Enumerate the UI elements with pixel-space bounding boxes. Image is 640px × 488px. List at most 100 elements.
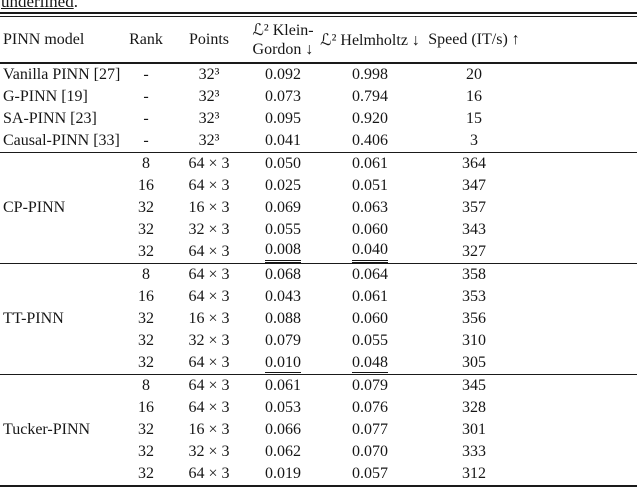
speed-cell: 3 [470, 132, 478, 149]
table-header: PINN model Rank Points ℒ² Klein- Gordon … [0, 17, 637, 64]
klein-gordon-cell: 0.019 [265, 465, 301, 482]
points-cell: 64 × 3 [188, 399, 230, 416]
table-top-rule [0, 12, 637, 17]
klein-gordon-header-line1: ℒ² Klein- [252, 21, 314, 39]
table-row: 16 64 × 3 0.043 0.061 353 [0, 286, 637, 308]
speed-cell: 15 [466, 110, 482, 127]
helmholtz-cell: 0.051 [352, 177, 388, 194]
points-cell: 32 × 3 [188, 443, 230, 460]
group-tt-pinn: TT-PINN 8 64 × 3 0.068 0.064 358 16 64 ×… [0, 263, 637, 375]
klein-gordon-cell: 0.073 [265, 88, 301, 105]
table-row: 32 32 × 3 0.055 0.060 343 [0, 219, 637, 241]
helmholtz-cell: 0.060 [352, 221, 388, 238]
table-row: CP-PINN 8 64 × 3 0.050 0.061 364 [0, 153, 637, 216]
table-row: 32 32 × 3 0.079 0.055 310 [0, 330, 637, 352]
points-cell: 64 × 3 [188, 465, 230, 482]
klein-gordon-cell: 0.062 [265, 443, 301, 460]
helmholtz-cell: 0.070 [352, 443, 388, 460]
speed-cell: 345 [462, 377, 486, 394]
klein-gordon-cell: 0.008 [250, 241, 316, 264]
klein-gordon-cell: 0.055 [265, 221, 301, 238]
rank-cell: - [143, 110, 149, 127]
speed-cell: 16 [466, 88, 482, 105]
helmholtz-cell: 0.063 [352, 199, 388, 216]
helmholtz-cell: 0.040 [316, 241, 424, 264]
rank-cell: - [143, 132, 149, 149]
model-cell: Causal-PINN [33] [3, 132, 120, 149]
second-best-value-underline: 0.048 [352, 353, 388, 373]
caption-tail: underlined. [1, 0, 640, 10]
klein-gordon-cell: 0.053 [265, 399, 301, 416]
group-label-cp-pinn: CP-PINN [3, 199, 66, 216]
speed-cell: 328 [462, 399, 486, 416]
table-row: 32 16 × 3 0.088 0.060 356 [0, 308, 637, 330]
klein-gordon-cell: 0.066 [265, 421, 301, 438]
table-row: Causal-PINN [33] - 32³ 0.041 0.406 3 [0, 130, 637, 153]
table-row: 32 64 × 3 0.008 0.040 327 [0, 241, 637, 264]
speed-cell: 343 [462, 221, 486, 238]
points-cell: 64 × 3 [188, 266, 230, 283]
points-cell: 16 × 3 [188, 421, 230, 438]
col-header-klein-gordon: ℒ² Klein- Gordon ↓ [250, 17, 316, 64]
helmholtz-cell: 0.064 [352, 266, 388, 283]
points-cell: 32 × 3 [188, 221, 230, 238]
table-row: 16 64 × 3 0.025 0.051 347 [0, 175, 637, 197]
speed-cell: 357 [462, 199, 486, 216]
klein-gordon-cell: 0.025 [265, 177, 301, 194]
speed-cell: 301 [462, 421, 486, 438]
speed-cell: 364 [462, 155, 486, 172]
helmholtz-cell: 0.076 [352, 399, 388, 416]
table-row: 32 16 × 3 0.069 0.063 357 [0, 197, 637, 219]
points-cell: 16 × 3 [188, 310, 230, 327]
rank-cell: 8 [142, 266, 150, 283]
points-cell: 64 × 3 [188, 288, 230, 305]
klein-gordon-cell: 0.088 [265, 310, 301, 327]
table-row: TT-PINN 8 64 × 3 0.068 0.064 358 [0, 264, 637, 327]
helmholtz-cell: 0.079 [352, 377, 388, 394]
klein-gordon-cell: 0.092 [265, 66, 301, 83]
second-best-value-underline: 0.010 [265, 353, 301, 373]
rank-cell: 32 [138, 443, 154, 460]
klein-gordon-cell: 0.010 [250, 352, 316, 375]
group-tucker-pinn: Tucker-PINN 8 64 × 3 0.061 0.079 345 16 … [0, 374, 637, 486]
rank-cell: - [143, 88, 149, 105]
table-row: 32 64 × 3 0.010 0.048 305 [0, 352, 637, 375]
speed-cell: 347 [462, 177, 486, 194]
helmholtz-cell: 0.077 [352, 421, 388, 438]
table-row: 32 16 × 3 0.066 0.077 301 [0, 419, 637, 441]
points-cell: 64 × 3 [188, 354, 230, 371]
helmholtz-cell: 0.060 [352, 310, 388, 327]
points-cell: 64 × 3 [188, 177, 230, 194]
speed-cell: 312 [462, 465, 486, 482]
klein-gordon-cell: 0.041 [265, 132, 301, 149]
rank-cell: 16 [138, 399, 154, 416]
points-cell: 64 × 3 [188, 243, 230, 260]
group-cp-pinn: CP-PINN 8 64 × 3 0.050 0.061 364 16 64 ×… [0, 152, 637, 264]
speed-cell: 333 [462, 443, 486, 460]
table-row: SA-PINN [23] - 32³ 0.095 0.920 15 [0, 108, 637, 130]
speed-cell: 20 [466, 66, 482, 83]
klein-gordon-cell: 0.050 [265, 155, 301, 172]
klein-gordon-header-line2: Gordon ↓ [252, 40, 314, 58]
points-cell: 16 × 3 [188, 199, 230, 216]
helmholtz-cell: 0.998 [352, 66, 388, 83]
rank-cell: 32 [138, 243, 154, 260]
rank-cell: 32 [138, 354, 154, 371]
col-header-points: Points [168, 17, 250, 64]
helmholtz-cell: 0.057 [352, 465, 388, 482]
helmholtz-cell: 0.920 [352, 110, 388, 127]
rank-cell: 32 [138, 310, 154, 327]
rank-cell: 32 [138, 421, 154, 438]
speed-cell: 310 [462, 332, 486, 349]
best-value-double-underline: 0.008 [265, 241, 301, 263]
points-cell: 32³ [198, 66, 220, 83]
model-cell: G-PINN [19] [3, 88, 88, 105]
table-row: Vanilla PINN [27] - 32³ 0.092 0.998 20 [0, 63, 637, 86]
header-row: PINN model Rank Points ℒ² Klein- Gordon … [0, 17, 637, 64]
model-cell: Vanilla PINN [27] [3, 66, 121, 83]
points-cell: 64 × 3 [188, 377, 230, 394]
rank-cell: 16 [138, 177, 154, 194]
model-cell: SA-PINN [23] [3, 110, 97, 127]
rank-cell: - [143, 66, 149, 83]
